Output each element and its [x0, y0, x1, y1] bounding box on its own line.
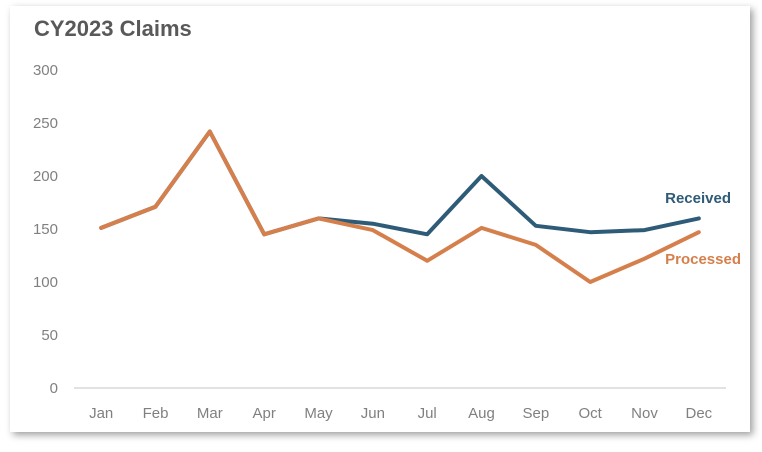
series-line-processed [99, 129, 701, 284]
y-axis-tick-labels: 0 50 100 150 200 250 300 [33, 62, 58, 397]
x-tick-label-mar: Mar [197, 405, 223, 422]
series-lines [99, 129, 701, 284]
series-labels: Received Processed [665, 190, 741, 268]
chart-title: CY2023 Claims [34, 16, 192, 41]
y-tick-label-150: 150 [33, 221, 58, 238]
x-tick-label-apr: Apr [252, 405, 275, 422]
y-tick-label-100: 100 [33, 274, 58, 291]
x-tick-label-jan: Jan [89, 405, 113, 422]
chart-card: CY2023 Claims [10, 6, 750, 432]
x-tick-label-sep: Sep [522, 405, 549, 422]
x-tick-label-feb: Feb [143, 405, 169, 422]
x-tick-label-nov: Nov [631, 405, 658, 422]
x-tick-label-oct: Oct [578, 405, 602, 422]
y-tick-label-200: 200 [33, 168, 58, 185]
x-tick-label-may: May [304, 405, 333, 422]
y-tick-label-0: 0 [50, 380, 58, 397]
series-label-received: Received [665, 190, 731, 207]
x-axis-tick-labels: Jan Feb Mar Apr May Jun Jul Aug Sep Oct Nov Dec [89, 405, 713, 422]
series-line-received [99, 129, 701, 237]
x-tick-label-jul: Jul [418, 405, 437, 422]
x-tick-label-jun: Jun [361, 405, 385, 422]
series-label-processed: Processed [665, 251, 741, 268]
y-tick-label-250: 250 [33, 115, 58, 132]
x-tick-label-dec: Dec [685, 405, 712, 422]
x-tick-label-aug: Aug [468, 405, 495, 422]
y-tick-label-300: 300 [33, 62, 58, 79]
y-tick-label-50: 50 [41, 327, 58, 344]
